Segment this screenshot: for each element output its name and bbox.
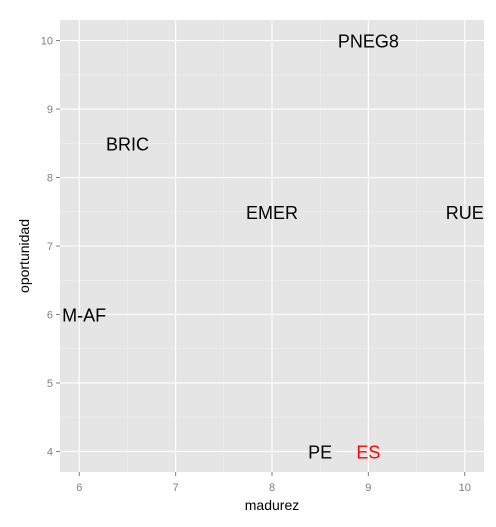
point-label-m-af: M-AF bbox=[62, 305, 106, 325]
y-axis-title: oportunidad bbox=[16, 219, 32, 293]
y-tick-label: 4 bbox=[47, 446, 53, 458]
y-tick-label: 5 bbox=[47, 378, 53, 390]
point-label-emer: EMER bbox=[246, 203, 298, 223]
y-tick-label: 6 bbox=[47, 309, 53, 321]
y-tick-label: 9 bbox=[47, 104, 53, 116]
point-label-pneg8: PNEG8 bbox=[338, 32, 399, 52]
major-gridlines bbox=[60, 20, 484, 472]
x-tick-label: 7 bbox=[173, 482, 179, 494]
x-tick-label: 6 bbox=[76, 482, 82, 494]
x-tick-label: 8 bbox=[269, 482, 275, 494]
y-tick-label: 7 bbox=[47, 241, 53, 253]
point-label-rue: RUE bbox=[446, 203, 484, 223]
x-tick-label: 10 bbox=[459, 482, 471, 494]
point-label-es: ES bbox=[356, 442, 380, 462]
x-axis-ticks: 6 7 8 9 10 bbox=[76, 472, 471, 494]
point-labels: PNEG8 BRIC EMER RUE M-AF PE ES bbox=[62, 32, 484, 463]
x-axis-title: madurez bbox=[245, 497, 299, 513]
x-tick-label: 9 bbox=[365, 482, 371, 494]
point-label-pe: PE bbox=[308, 442, 332, 462]
point-label-bric: BRIC bbox=[106, 134, 149, 154]
y-axis-ticks: 4 5 6 7 8 9 10 bbox=[41, 36, 60, 458]
y-tick-label: 10 bbox=[41, 36, 53, 48]
y-tick-label: 8 bbox=[47, 173, 53, 185]
